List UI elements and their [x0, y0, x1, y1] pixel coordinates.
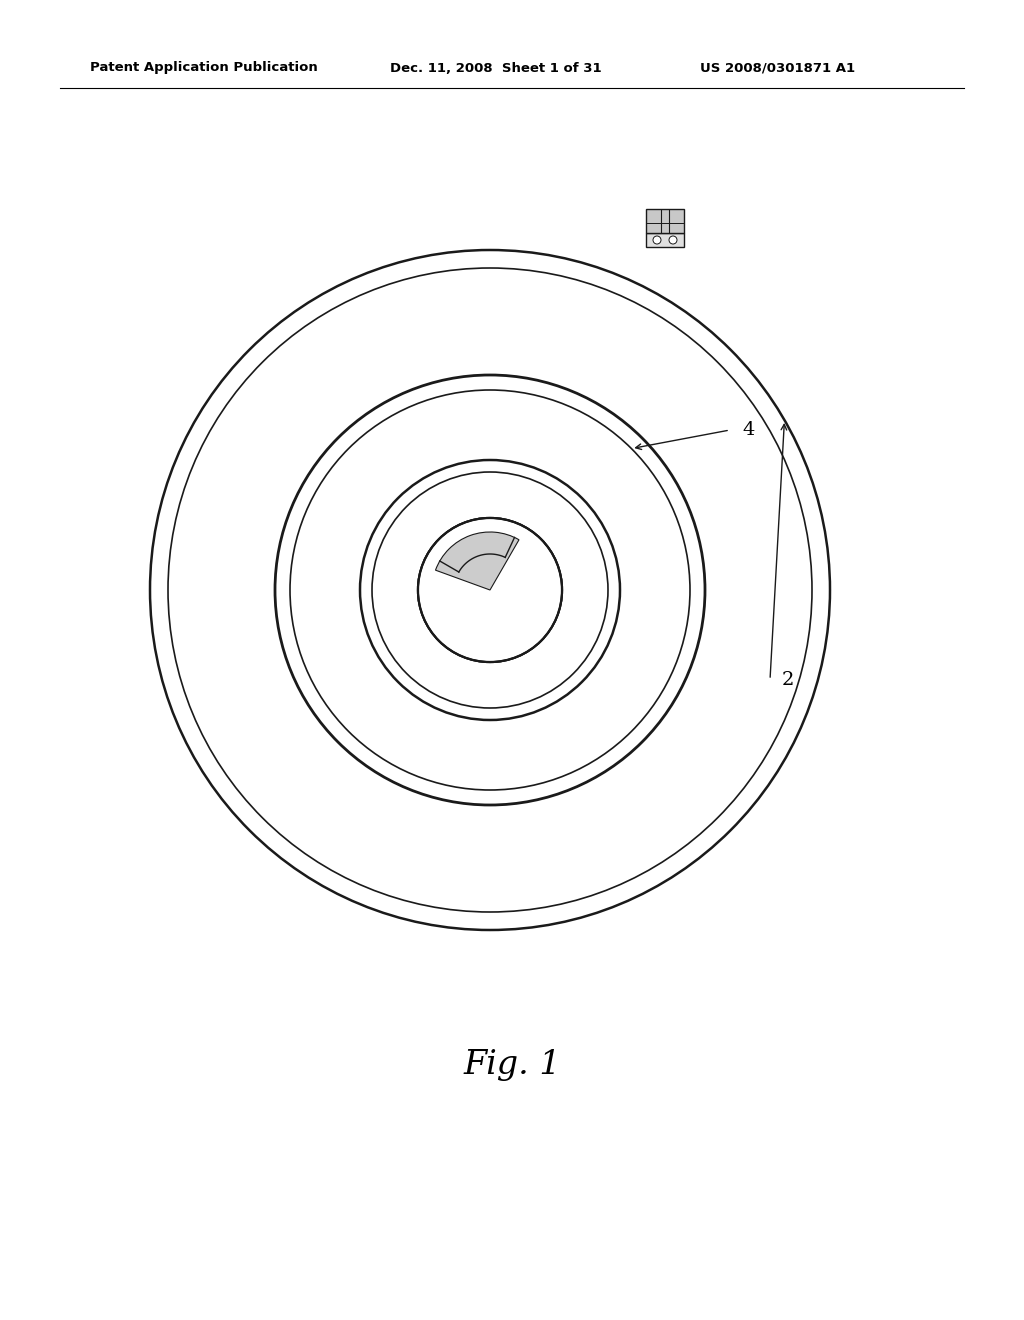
Text: Fig. 1: Fig. 1	[463, 1049, 561, 1081]
Bar	[646, 209, 684, 234]
Text: 2: 2	[782, 671, 795, 689]
Text: Dec. 11, 2008  Sheet 1 of 31: Dec. 11, 2008 Sheet 1 of 31	[390, 62, 602, 74]
Text: 4: 4	[742, 421, 755, 440]
Bar	[646, 234, 684, 247]
Circle shape	[669, 236, 677, 244]
Text: Patent Application Publication: Patent Application Publication	[90, 62, 317, 74]
Circle shape	[419, 519, 561, 661]
Wedge shape	[435, 532, 519, 590]
Circle shape	[653, 236, 662, 244]
Text: US 2008/0301871 A1: US 2008/0301871 A1	[700, 62, 855, 74]
